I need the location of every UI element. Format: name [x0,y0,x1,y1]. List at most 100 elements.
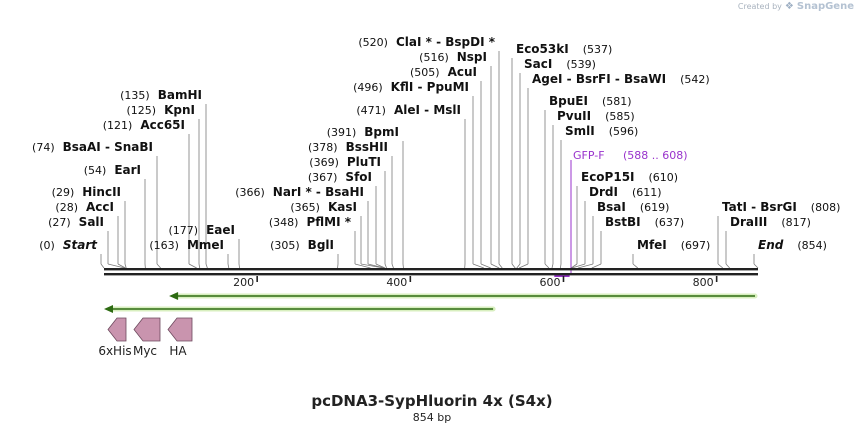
site-label-ecop15i[interactable]: EcoP15I (610) [581,170,678,184]
site-label-acc65i[interactable]: Acc65I (121) [103,118,185,132]
snapgene-logo-icon: ❖ [784,1,794,12]
site-name-start: Start [63,238,98,252]
site-label-draiii[interactable]: DraIII (817) [730,215,811,229]
site-name-tati-bsrgi: TatI - BsrGI [722,200,797,214]
site-label-pluti[interactable]: PluTI (369) [309,155,381,169]
site-name-bsshii: BssHII [346,140,388,154]
site-name-kpni: KpnI [164,103,195,117]
ruler-tick-800: 800 [693,276,718,289]
site-label-eco53ki[interactable]: Eco53kI (537) [516,42,612,56]
site-label-tati-bsrgi[interactable]: TatI - BsrGI (808) [722,200,840,214]
site-position-mfei: (697) [681,239,711,252]
site-label-nspi[interactable]: NspI (516) [419,50,487,64]
site-position-bstbi: (637) [655,216,685,229]
site-position-bsaai-snabi: (74) [32,141,55,154]
site-name-ecop15i: EcoP15I [581,170,635,184]
site-name-pluti: PluTI [347,155,381,169]
site-position-pvuii: (585) [605,110,635,123]
site-label-nari-bsahi[interactable]: NarI * - BsaHI (366) [235,185,364,199]
site-label-mfei[interactable]: MfeI (697) [637,238,710,252]
site-label-saci[interactable]: SacI (539) [524,57,596,71]
site-position-kfli-ppumi: (496) [353,81,383,94]
site-label-eaei[interactable]: EaeI (177) [169,223,236,237]
site-name-sfoi: SfoI [345,170,372,184]
ruler-tick-label-200: 200 [233,276,254,289]
site-label-kfli-ppumi[interactable]: KflI - PpuMI (496) [353,80,469,94]
site-label-drdi[interactable]: DrdI (611) [589,185,662,199]
site-position-end: (854) [797,239,827,252]
tag-6xhis[interactable]: 6xHis [98,317,132,358]
backbone-top-strand [104,268,758,271]
site-label-bsai[interactable]: BsaI (619) [597,200,669,214]
site-name-eaei: EaeI [206,223,235,237]
site-connector-foot-nspi [490,263,500,269]
site-name-bpmi: BpmI [364,125,399,139]
green-feature-long[interactable] [169,292,758,300]
site-label-start[interactable]: Start (0) [39,238,98,252]
site-connector-foot-pluti [384,263,387,269]
site-position-eaei: (177) [169,224,199,237]
tag-arrow-myc [133,317,161,342]
site-label-kasi[interactable]: KasI (365) [290,200,357,214]
site-position-nari-bsahi: (366) [235,186,265,199]
site-label-acci[interactable]: AccI (28) [55,200,114,214]
site-label-mmei[interactable]: MmeI (163) [149,238,224,252]
site-position-ecop15i: (610) [649,171,679,184]
site-name-bpuei: BpuEI [549,94,588,108]
site-label-bstbi[interactable]: BstBI (637) [605,215,684,229]
site-connector-foot-hincii [124,263,127,269]
plasmid-name: pcDNA3-SypHluorin 4x (S4x) [311,392,553,410]
backbone-bottom-strand [104,273,758,276]
site-label-pflmi[interactable]: PflMI * (348) [269,215,352,229]
site-label-bsaai-snabi[interactable]: BsaAI - SnaBI (74) [32,140,153,154]
site-name-smli: SmlI [565,124,595,138]
site-name-mmei: MmeI [187,238,224,252]
site-name-end: End [758,238,784,252]
site-label-sfoi[interactable]: SfoI (367) [308,170,372,184]
site-name-mfei: MfeI [637,238,667,252]
site-position-saci: (539) [566,58,596,71]
site-label-end[interactable]: End (854) [758,238,827,252]
site-label-acui[interactable]: AcuI (505) [410,65,477,79]
site-connector-foot-eco53ki [511,263,516,269]
site-connector-foot-drdi [571,263,586,269]
site-connector-foot-kpni [198,263,201,269]
site-name-drdi: DrdI [589,185,618,199]
site-position-kasi: (365) [290,201,320,214]
site-connector-foot-pflmi [354,263,371,269]
site-label-hincii[interactable]: HincII (29) [52,185,121,199]
site-position-hincii: (29) [52,186,75,199]
ruler-tick-label-800: 800 [693,276,714,289]
tag-myc[interactable]: Myc [133,317,161,358]
tags-layer: 6xHis Myc HA [98,317,193,358]
site-label-bgli[interactable]: BglI (305) [270,238,334,252]
site-label-pvuii[interactable]: PvuII (585) [557,109,635,123]
site-label-sali[interactable]: SalI (27) [48,215,104,229]
site-label-clai-bspdi[interactable]: ClaI * - BspDI * (520) [358,35,495,49]
green-feature-short[interactable] [104,305,496,313]
tag-arrow-6xhis [107,317,127,342]
site-label-agei-bsrfi-bsawi[interactable]: AgeI - BsrFI - BsaWI (542) [532,72,710,86]
site-label-eari[interactable]: EarI (54) [84,163,141,177]
site-label-bpmi[interactable]: BpmI (391) [327,125,399,139]
site-label-alei-msli[interactable]: AleI - MslI (471) [356,103,461,117]
site-connector-foot-nari-bsahi [367,263,385,269]
site-label-kpni[interactable]: KpnI (125) [127,103,196,117]
site-name-bsaai-snabi: BsaAI - SnaBI [63,140,153,154]
site-position-bsshii: (378) [308,141,338,154]
site-label-bsshii[interactable]: BssHII (378) [308,140,388,154]
site-label-bamhi[interactable]: BamHI (135) [120,88,202,102]
site-label-bpuei[interactable]: BpuEI (581) [549,94,632,108]
site-connector-foot-acci [117,263,126,269]
tag-ha[interactable]: HA [167,317,193,358]
site-label-smli[interactable]: SmlI (596) [565,124,638,138]
primer-label[interactable]: GFP-F (588 .. 608) [573,149,688,162]
primer-name: GFP-F [573,149,605,162]
site-name-nspi: NspI [457,50,487,64]
site-connector-foot-end [753,263,759,269]
site-connector-foot-sali [107,263,125,269]
site-position-agei-bsrfi-bsawi: (542) [680,73,710,86]
site-name-bsai: BsaI [597,200,626,214]
plasmid-length: 854 bp [412,411,452,424]
